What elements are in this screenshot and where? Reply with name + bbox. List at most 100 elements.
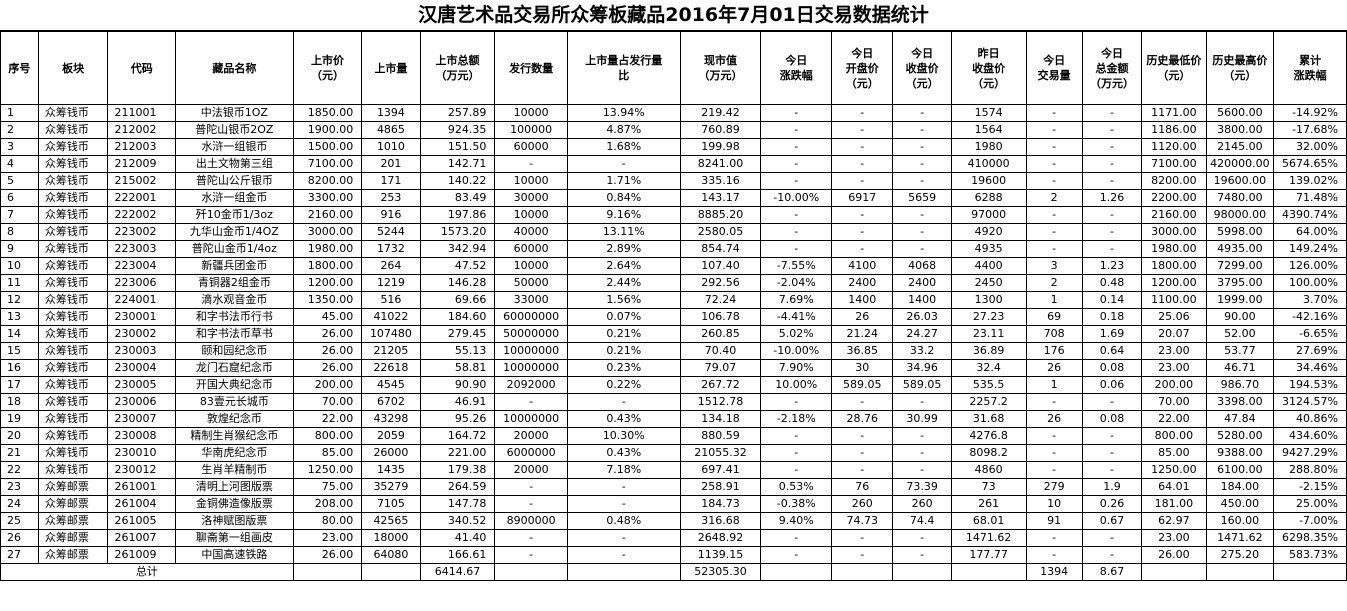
table-cell[interactable]: 35279 — [361, 478, 421, 496]
table-cell[interactable]: 34.96 — [892, 359, 952, 377]
table-cell[interactable]: 洛神赋图版票 — [175, 512, 294, 530]
table-cell[interactable]: 3 — [0, 138, 39, 156]
table-cell[interactable]: 27.23 — [950, 308, 1027, 326]
table-cell[interactable]: 中法银币1OZ — [175, 104, 294, 122]
table-cell[interactable]: 1300 — [950, 291, 1027, 309]
table-cell[interactable]: 26.00 — [292, 325, 363, 343]
table-cell[interactable]: 众筹邮票 — [37, 546, 109, 564]
table-cell[interactable]: 46.71 — [1205, 359, 1275, 377]
table-cell[interactable]: - — [831, 546, 894, 564]
table-cell[interactable]: 普陀山金币1/4oz — [175, 240, 294, 258]
table-cell[interactable]: 4400 — [950, 257, 1027, 275]
table-cell[interactable]: 23.11 — [950, 325, 1027, 343]
table-cell[interactable]: 1732 — [361, 240, 421, 258]
table-cell[interactable]: 20.07 — [1141, 325, 1207, 343]
table-cell[interactable]: 60000000 — [494, 308, 568, 326]
table-cell[interactable]: 201 — [361, 155, 421, 173]
table-cell[interactable]: 13.11% — [567, 223, 681, 241]
table-cell[interactable]: - — [1025, 138, 1083, 156]
table-cell[interactable]: 410000 — [950, 155, 1027, 173]
table-cell[interactable]: 众筹钱币 — [37, 393, 109, 411]
table-cell[interactable]: 261009 — [107, 546, 176, 564]
table-cell[interactable]: 64.00% — [1273, 223, 1347, 241]
table-cell[interactable]: 199.98 — [679, 138, 762, 156]
table-cell[interactable]: 众筹钱币 — [37, 444, 109, 462]
table-cell[interactable]: 7 — [0, 206, 39, 224]
table-cell[interactable]: 171 — [361, 172, 421, 190]
table-cell[interactable]: 1350.00 — [292, 291, 363, 309]
table-cell[interactable]: 10000000 — [494, 342, 568, 360]
table-cell[interactable]: - — [1025, 155, 1083, 173]
table-cell[interactable]: 208.00 — [292, 495, 363, 513]
table-cell[interactable]: 18 — [0, 393, 39, 411]
table-cell[interactable]: 5244 — [361, 223, 421, 241]
table-cell[interactable]: 中国高速铁路 — [175, 546, 294, 564]
table-cell[interactable]: 4920 — [950, 223, 1027, 241]
table-cell[interactable]: 22.00 — [1141, 410, 1207, 428]
total-cell[interactable]: 8.67 — [1081, 563, 1143, 581]
table-cell[interactable]: 7100.00 — [1141, 155, 1207, 173]
table-cell[interactable]: 众筹钱币 — [37, 257, 109, 275]
table-cell[interactable]: 2160.00 — [292, 206, 363, 224]
table-cell[interactable]: - — [1025, 104, 1083, 122]
table-cell[interactable]: -7.00% — [1273, 512, 1347, 530]
table-cell[interactable]: 3000.00 — [1141, 223, 1207, 241]
table-cell[interactable]: 64080 — [361, 546, 421, 564]
table-cell[interactable]: 340.52 — [419, 512, 496, 530]
table-cell[interactable]: - — [494, 495, 568, 513]
table-cell[interactable]: 15 — [0, 342, 39, 360]
table-cell[interactable]: 18000 — [361, 529, 421, 547]
table-cell[interactable]: 74.4 — [892, 512, 952, 530]
table-cell[interactable]: 5600.00 — [1205, 104, 1275, 122]
table-cell[interactable]: - — [760, 138, 833, 156]
table-cell[interactable]: 5659 — [892, 189, 952, 207]
table-cell[interactable]: 30 — [831, 359, 894, 377]
table-cell[interactable]: - — [1081, 529, 1143, 547]
table-cell[interactable]: 212002 — [107, 121, 176, 139]
table-cell[interactable]: 260 — [892, 495, 952, 513]
table-cell[interactable]: 181.00 — [1141, 495, 1207, 513]
table-cell[interactable]: 160.00 — [1205, 512, 1275, 530]
table-cell[interactable]: - — [831, 104, 894, 122]
table-cell[interactable]: 1120.00 — [1141, 138, 1207, 156]
table-cell[interactable]: 12 — [0, 291, 39, 309]
table-cell[interactable]: - — [892, 138, 952, 156]
table-cell[interactable]: - — [1081, 206, 1143, 224]
table-cell[interactable]: 2400 — [831, 274, 894, 292]
table-cell[interactable]: 1.69 — [1081, 325, 1143, 343]
table-cell[interactable]: 6298.35% — [1273, 529, 1347, 547]
table-cell[interactable]: - — [567, 546, 681, 564]
table-cell[interactable]: 85.00 — [292, 444, 363, 462]
table-cell[interactable]: 普陀山银币2OZ — [175, 121, 294, 139]
table-cell[interactable]: 70.40 — [679, 342, 762, 360]
table-cell[interactable]: 1.9 — [1081, 478, 1143, 496]
table-cell[interactable]: - — [892, 104, 952, 122]
table-cell[interactable]: 36.89 — [950, 342, 1027, 360]
table-cell[interactable]: 275.20 — [1205, 546, 1275, 564]
table-cell[interactable]: 23.00 — [1141, 342, 1207, 360]
table-cell[interactable]: 697.41 — [679, 461, 762, 479]
table-cell[interactable]: 2400 — [892, 274, 952, 292]
table-cell[interactable]: - — [567, 478, 681, 496]
table-cell[interactable]: 83.49 — [419, 189, 496, 207]
table-cell[interactable]: 73 — [950, 478, 1027, 496]
table-cell[interactable]: 23.00 — [292, 529, 363, 547]
table-cell[interactable]: - — [760, 206, 833, 224]
table-cell[interactable]: 230007 — [107, 410, 176, 428]
table-cell[interactable]: 10 — [1025, 495, 1083, 513]
table-cell[interactable]: 176 — [1025, 342, 1083, 360]
table-cell[interactable]: 9 — [0, 240, 39, 258]
table-cell[interactable]: 8098.2 — [950, 444, 1027, 462]
table-cell[interactable]: 47.52 — [419, 257, 496, 275]
table-cell[interactable]: 水浒一组银币 — [175, 138, 294, 156]
total-cell[interactable] — [950, 563, 1027, 581]
table-cell[interactable]: 10000000 — [494, 359, 568, 377]
table-cell[interactable]: 1 — [0, 104, 39, 122]
table-cell[interactable]: 261001 — [107, 478, 176, 496]
table-cell[interactable]: 76 — [831, 478, 894, 496]
table-cell[interactable]: 众筹邮票 — [37, 478, 109, 496]
table-cell[interactable]: 众筹邮票 — [37, 495, 109, 513]
table-cell[interactable]: -2.18% — [760, 410, 833, 428]
table-cell[interactable]: 0.07% — [567, 308, 681, 326]
table-cell[interactable]: 众筹钱币 — [37, 206, 109, 224]
